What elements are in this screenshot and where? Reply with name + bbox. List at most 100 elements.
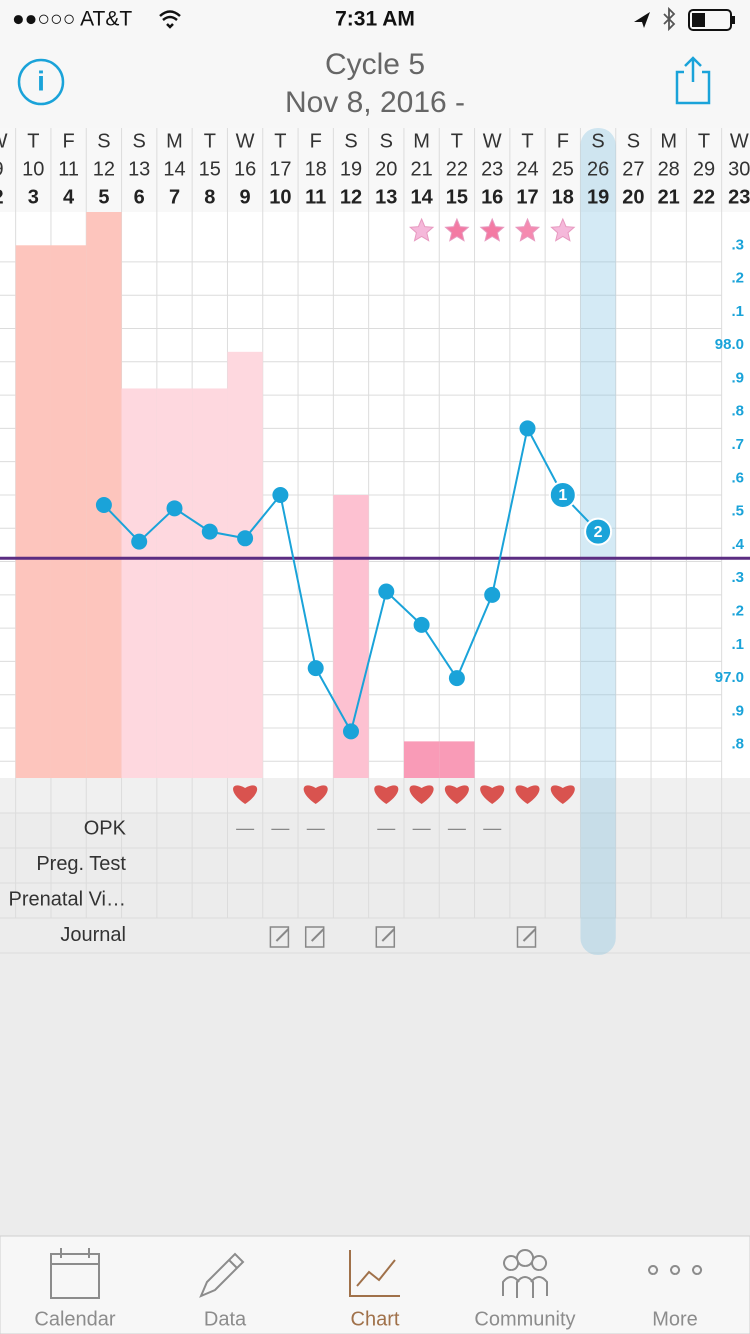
- flow-bar: [439, 741, 475, 778]
- tab-icon: [349, 1250, 400, 1297]
- row-label: Journal: [60, 924, 126, 946]
- date: 19: [340, 158, 362, 180]
- battery-level: [692, 13, 705, 27]
- temperature-point: [201, 523, 218, 540]
- cycle-day: 20: [622, 186, 644, 208]
- y-tick-label: .9: [731, 369, 744, 386]
- point-label: 1: [558, 487, 567, 504]
- date: 29: [693, 158, 715, 180]
- y-tick-label: .2: [731, 270, 744, 287]
- info-button[interactable]: [17, 58, 65, 106]
- date: 26: [587, 158, 609, 180]
- tab[interactable]: More: [648, 1265, 703, 1330]
- star-icon: [514, 217, 541, 242]
- weekday: W: [483, 130, 502, 152]
- tab[interactable]: Chart: [349, 1250, 400, 1330]
- temperature-point: [378, 583, 395, 600]
- cycle-day: 2: [0, 186, 4, 208]
- y-tick-label: 97.0: [715, 669, 744, 686]
- flow-bar: [403, 741, 440, 778]
- cycle-day: 4: [63, 186, 75, 208]
- date: 12: [93, 158, 115, 180]
- flow-bar: [50, 245, 87, 778]
- temperature-point: [413, 616, 430, 633]
- date: 24: [516, 158, 538, 180]
- date: 27: [622, 158, 644, 180]
- weekday: M: [660, 130, 677, 152]
- journal-icon: [375, 926, 396, 948]
- journal-icon: [516, 926, 537, 948]
- tab-icon: [648, 1265, 703, 1275]
- y-tick-label: .9: [731, 702, 744, 719]
- cycle-day: 17: [516, 186, 538, 208]
- temperature-point: [448, 670, 465, 687]
- date: 20: [375, 158, 397, 180]
- weekday: T: [521, 130, 533, 152]
- date: 16: [234, 158, 256, 180]
- weekday: M: [413, 130, 430, 152]
- flow-bar: [86, 212, 122, 778]
- carrier: ●●○○○ AT&T: [12, 8, 132, 31]
- opk-mark: —: [377, 818, 395, 838]
- weekday: S: [133, 130, 146, 152]
- cycle-day: 22: [693, 186, 715, 208]
- heart-icon: [515, 785, 540, 804]
- tab-icon: [50, 1248, 100, 1299]
- date: 13: [128, 158, 150, 180]
- tab[interactable]: Community: [474, 1249, 576, 1330]
- date: 9: [0, 158, 4, 180]
- heart-icon: [233, 785, 258, 804]
- battery-tip: [732, 16, 735, 24]
- tab-icon: [199, 1252, 245, 1298]
- flow-bar: [156, 388, 193, 778]
- share-button[interactable]: [675, 56, 711, 105]
- date: 10: [22, 158, 44, 180]
- date: 11: [58, 158, 79, 180]
- cycle-title: Cycle 5: [325, 48, 425, 81]
- y-tick-label: .7: [731, 436, 744, 453]
- opk-mark: —: [271, 818, 289, 838]
- weekday: T: [274, 130, 286, 152]
- journal-icon: [269, 926, 290, 948]
- cycle-day: 23: [728, 186, 750, 208]
- tab-items: Calendar Data Chart Community More: [34, 1248, 703, 1330]
- bluetooth-icon: [663, 6, 676, 32]
- tab[interactable]: Data: [199, 1252, 247, 1330]
- temperature-point: [131, 533, 148, 550]
- heart-icon: [374, 785, 399, 804]
- star-icon: [479, 217, 505, 242]
- tab[interactable]: Calendar: [34, 1248, 116, 1330]
- row-label: Preg. Test: [36, 853, 126, 875]
- opk-mark: —: [413, 818, 431, 838]
- weekday: W: [0, 130, 8, 152]
- y-tick-label: .5: [731, 503, 744, 520]
- weekday: T: [698, 130, 710, 152]
- temperature-point: [166, 500, 183, 517]
- weekday: F: [310, 130, 322, 152]
- opk-mark: —: [307, 818, 325, 838]
- journal-pen: [381, 928, 396, 942]
- y-tick-label: .3: [731, 236, 744, 253]
- clock: 7:31 AM: [335, 8, 415, 31]
- date: 18: [305, 158, 327, 180]
- date: 23: [481, 158, 503, 180]
- flow-bar: [15, 245, 51, 778]
- flow-bar: [192, 388, 228, 778]
- cycle-day: 9: [240, 186, 251, 208]
- cycle-day: 12: [340, 186, 362, 208]
- tab-bar: [0, 1235, 750, 1334]
- row-label: OPK: [84, 817, 127, 839]
- star-icon: [408, 217, 435, 242]
- cycle-date: Nov 8, 2016 -: [285, 86, 465, 119]
- temperature-point: [519, 420, 536, 437]
- tab-label: Community: [474, 1308, 575, 1330]
- date: 17: [269, 158, 291, 180]
- cycle-day: 3: [28, 186, 39, 208]
- cycle-day: 19: [587, 186, 609, 208]
- weekday: M: [166, 130, 183, 152]
- weekday: W: [236, 130, 255, 152]
- weekday: S: [344, 130, 357, 152]
- tab-label: Data: [204, 1308, 247, 1330]
- date: 30: [728, 158, 750, 180]
